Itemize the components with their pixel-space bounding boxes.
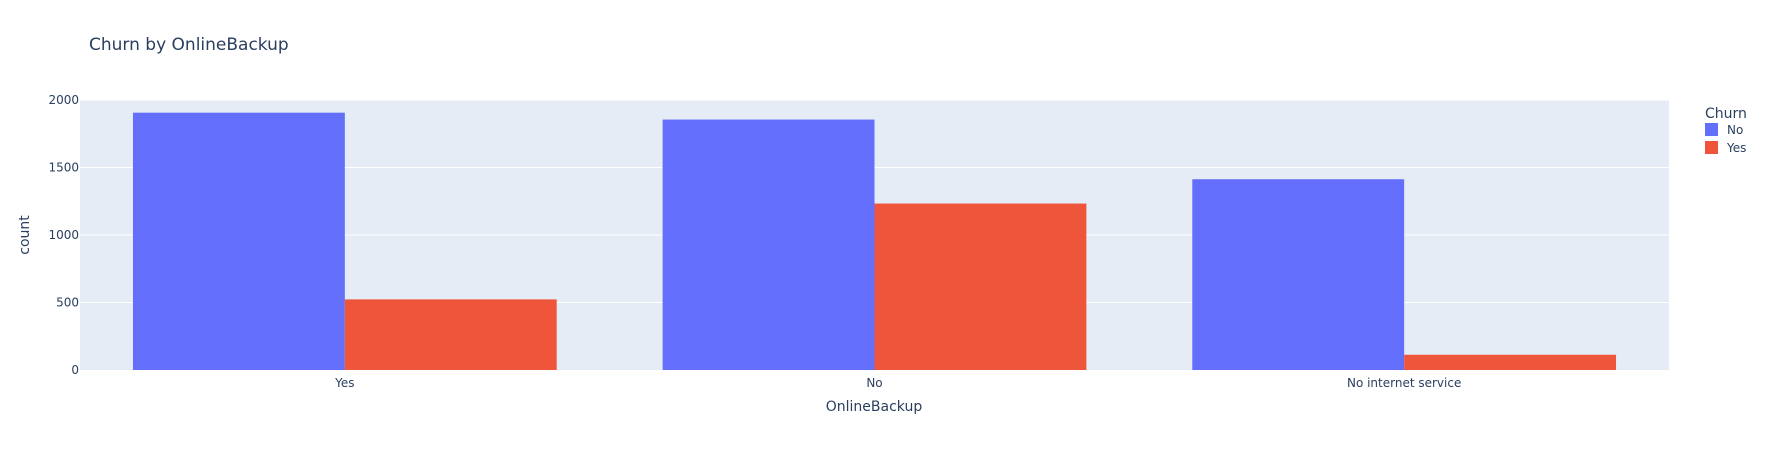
legend-label[interactable]: No bbox=[1727, 123, 1743, 137]
x-tick-label: No internet service bbox=[1347, 376, 1461, 390]
bar-no-2[interactable] bbox=[1192, 179, 1405, 370]
x-tick-label: No bbox=[866, 376, 882, 390]
y-axis-title: count bbox=[17, 215, 33, 255]
legend-label[interactable]: Yes bbox=[1726, 141, 1746, 155]
x-tick-label: Yes bbox=[334, 376, 354, 390]
bar-no-0[interactable] bbox=[132, 112, 345, 370]
bar-yes-0[interactable] bbox=[344, 299, 557, 370]
bar-no-1[interactable] bbox=[662, 119, 875, 370]
bar-yes-2[interactable] bbox=[1404, 354, 1617, 370]
bars bbox=[132, 112, 1617, 370]
y-tick-label: 0 bbox=[71, 363, 79, 377]
legend: Churn No Yes bbox=[1705, 106, 1747, 155]
legend-title: Churn bbox=[1705, 106, 1747, 122]
legend-items: No Yes bbox=[1705, 123, 1746, 155]
chart-title: Churn by OnlineBackup bbox=[89, 35, 289, 55]
y-tick-label: 500 bbox=[56, 296, 79, 310]
y-tick-label: 1000 bbox=[48, 228, 79, 242]
y-axis-ticks: 0 500 1000 1500 2000 bbox=[48, 93, 79, 377]
x-axis-ticks: Yes No No internet service bbox=[334, 376, 1461, 390]
legend-swatch bbox=[1705, 141, 1718, 154]
y-tick-label: 1500 bbox=[48, 161, 79, 175]
bar-yes-1[interactable] bbox=[874, 203, 1087, 370]
legend-swatch bbox=[1705, 123, 1718, 136]
x-axis-title: OnlineBackup bbox=[826, 399, 923, 415]
y-tick-label: 2000 bbox=[48, 93, 79, 107]
